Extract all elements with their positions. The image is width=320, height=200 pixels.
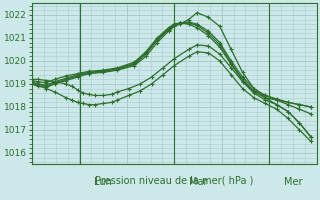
Text: Lun: Lun: [94, 177, 112, 187]
Text: Mar: Mar: [189, 177, 207, 187]
Text: Mer: Mer: [284, 177, 302, 187]
X-axis label: Pression niveau de la mer( hPa ): Pression niveau de la mer( hPa ): [95, 176, 253, 186]
